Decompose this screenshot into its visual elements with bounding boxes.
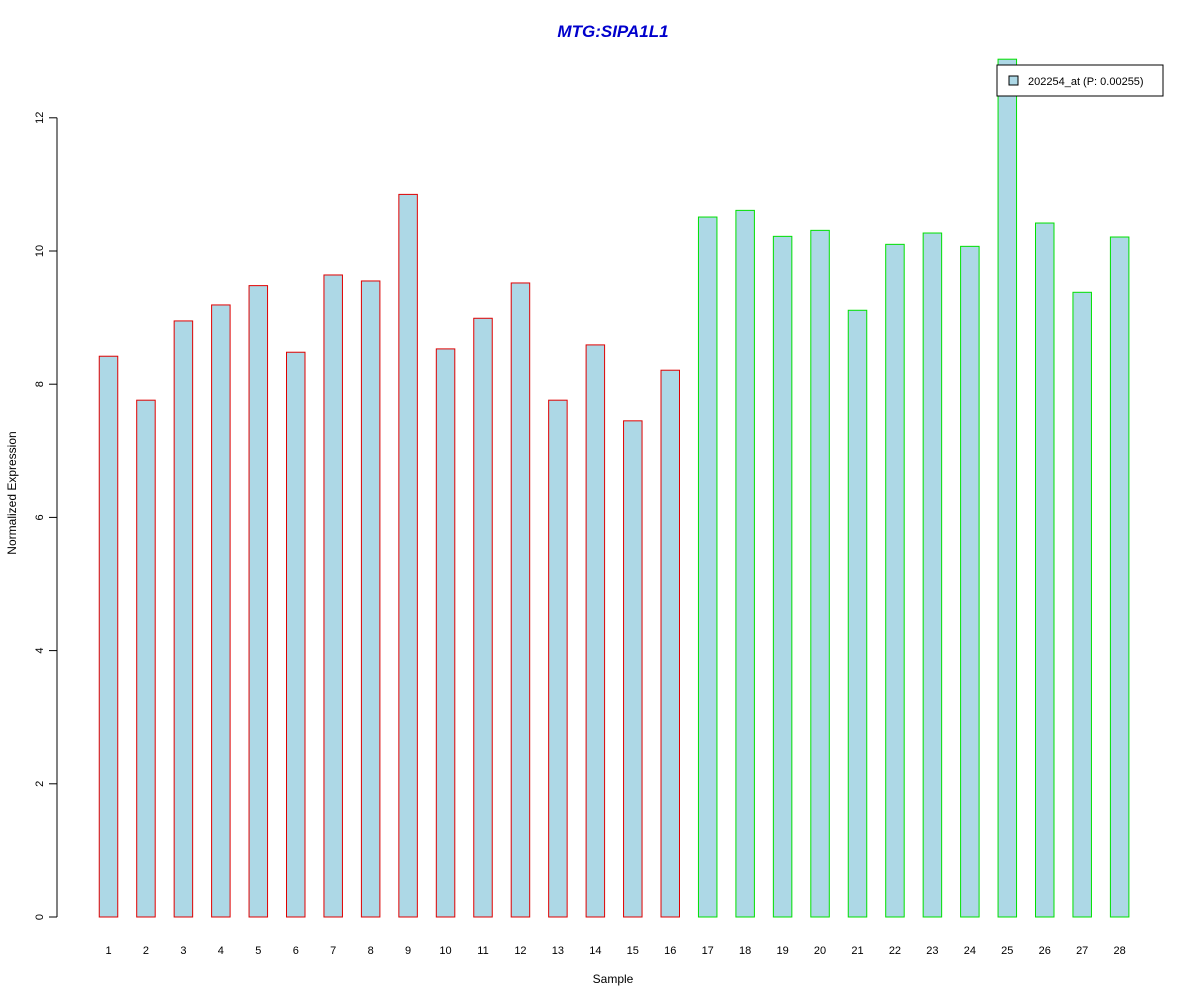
bar-sample-14	[585, 344, 606, 918]
y-tick-label: 2	[34, 781, 46, 787]
x-tick-label: 1	[105, 945, 111, 957]
x-tick-label: 21	[851, 945, 863, 957]
bar-sample-8	[360, 280, 381, 918]
bar-sample-11	[473, 317, 493, 918]
x-tick-label: 16	[664, 945, 676, 957]
x-tick-label: 11	[477, 945, 488, 957]
legend-swatch	[1008, 75, 1019, 86]
bar-sample-26	[1035, 222, 1055, 918]
bar-sample-6	[286, 351, 306, 918]
x-tick-label: 25	[1001, 945, 1013, 957]
x-tick-label: 27	[1076, 945, 1088, 957]
x-tick-label: 10	[439, 945, 451, 957]
bar-sample-23	[922, 232, 943, 918]
y-axis: 0 2 4 6 8 10 12	[34, 112, 58, 920]
bar-sample-16	[660, 369, 680, 918]
y-axis-label: Normalized Expression	[5, 431, 19, 554]
bar-sample-21	[847, 309, 868, 918]
y-tick-label: 6	[34, 514, 46, 520]
x-tick-label: 15	[627, 945, 639, 957]
bar-sample-19	[772, 235, 793, 918]
x-tick-label: 8	[368, 945, 374, 957]
y-tick-label: 4	[34, 648, 46, 654]
x-tick-label: 12	[514, 945, 526, 957]
x-tick-label: 23	[926, 945, 938, 957]
bar-sample-18	[735, 209, 755, 918]
bar-sample-9	[398, 193, 418, 918]
x-tick-label: 5	[255, 945, 261, 957]
legend-box	[996, 64, 1164, 97]
bar-sample-2	[136, 399, 156, 918]
x-tick-label: 26	[1039, 945, 1051, 957]
bar-sample-17	[697, 216, 718, 918]
x-tick-label: 14	[589, 945, 601, 957]
bar-sample-5	[248, 285, 269, 918]
bar-sample-22	[885, 243, 905, 918]
chart-title: MTG:SIPA1L1	[557, 22, 668, 41]
x-tick-label: 2	[143, 945, 149, 957]
bar-sample-12	[510, 282, 531, 918]
bar-sample-15	[623, 420, 643, 918]
y-tick-label: 8	[34, 381, 46, 387]
bar-sample-10	[435, 348, 456, 918]
x-tick-label: 6	[293, 945, 299, 957]
x-tick-label: 4	[218, 945, 224, 957]
x-tick-label: 9	[405, 945, 411, 957]
bar-sample-1	[98, 355, 119, 918]
y-tick-label: 10	[34, 245, 46, 257]
x-tick-label: 22	[889, 945, 901, 957]
x-tick-label: 19	[776, 945, 788, 957]
legend: 202254_at (P: 0.00255)	[996, 64, 1164, 97]
x-tick-label: 20	[814, 945, 826, 957]
y-tick-label: 0	[34, 914, 46, 920]
bar-sample-27	[1072, 291, 1092, 918]
x-axis-label: Sample	[593, 972, 634, 986]
bar-sample-28	[1109, 236, 1130, 918]
x-tick-labels: 1 2 3 4 5 6 7 8 9 10 11 12 13 14 15 16 17 18 19 20 21 22 23 24 2…	[105, 945, 1125, 957]
bar-sample-13	[548, 399, 568, 918]
bars	[98, 58, 1130, 918]
x-tick-label: 28	[1114, 945, 1126, 957]
x-tick-label: 24	[964, 945, 976, 957]
x-tick-label: 3	[180, 945, 186, 957]
bar-sample-7	[323, 274, 343, 918]
x-tick-label: 18	[739, 945, 751, 957]
x-tick-label: 13	[552, 945, 564, 957]
bar-sample-20	[810, 229, 830, 918]
bar-sample-25	[997, 58, 1018, 918]
y-tick-label: 12	[34, 112, 46, 124]
legend-label: 202254_at (P: 0.00255)	[1028, 76, 1144, 88]
bar-sample-3	[173, 320, 194, 918]
x-tick-label: 7	[330, 945, 336, 957]
bar-sample-24	[960, 245, 980, 918]
x-tick-label: 17	[702, 945, 714, 957]
bar-sample-4	[211, 304, 231, 918]
